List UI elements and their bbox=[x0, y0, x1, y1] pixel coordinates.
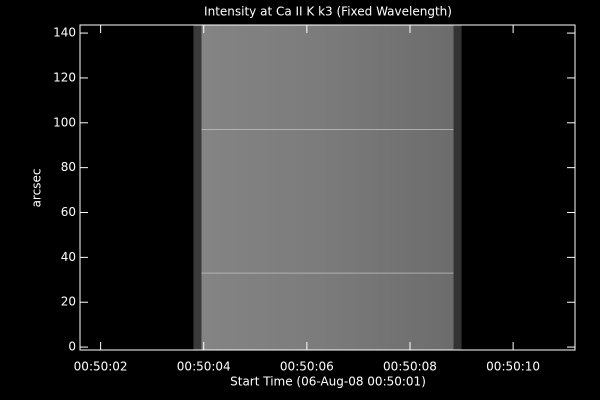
y-tick-label: 100 bbox=[53, 115, 76, 129]
x-tick-label: 00:50:06 bbox=[280, 360, 334, 374]
plot-frame bbox=[79, 24, 576, 351]
image-layer bbox=[193, 25, 462, 350]
y-tick-label: 60 bbox=[61, 205, 76, 219]
y-tick-label: 0 bbox=[68, 340, 76, 354]
x-tick-label: 00:50:04 bbox=[177, 360, 231, 374]
y-tick-label: 20 bbox=[61, 295, 76, 309]
x-tick-label: 00:50:10 bbox=[486, 360, 540, 374]
x-tick-label: 00:50:08 bbox=[383, 360, 437, 374]
y-tick-label: 40 bbox=[61, 250, 76, 264]
image-data bbox=[193, 25, 462, 350]
y-axis-label: arcsec bbox=[30, 169, 44, 208]
y-tick-label: 140 bbox=[53, 26, 76, 40]
y-tick-label: 80 bbox=[61, 160, 76, 174]
x-axis-label: Start Time (06-Aug-08 00:50:01) bbox=[230, 375, 426, 389]
chart-title: Intensity at Ca II K k3 (Fixed Wavelengt… bbox=[204, 5, 452, 19]
y-tick-label: 120 bbox=[53, 70, 76, 84]
x-tick-label: 00:50:02 bbox=[74, 360, 128, 374]
